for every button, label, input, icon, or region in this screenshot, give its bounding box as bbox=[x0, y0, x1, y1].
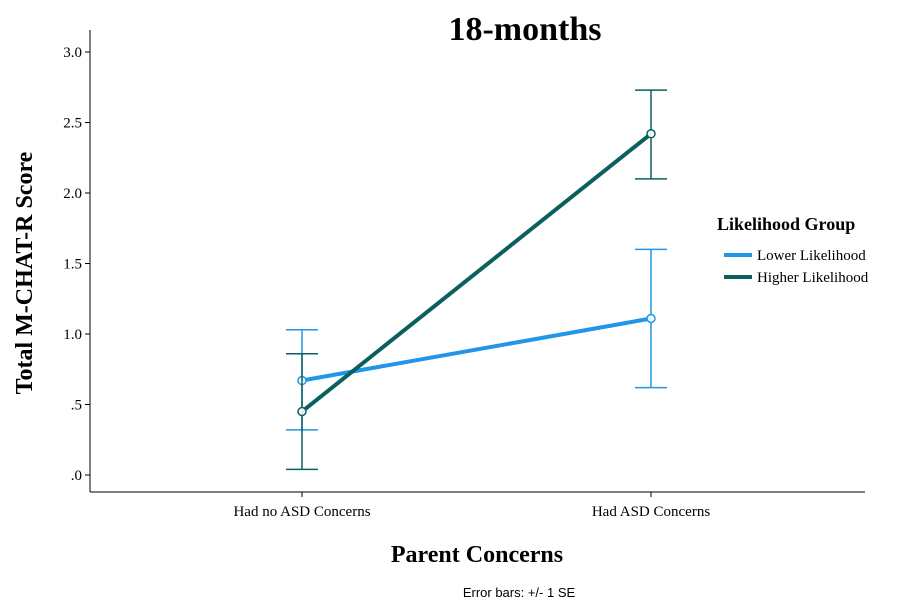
legend-label: Lower Likelihood bbox=[757, 248, 866, 264]
y-tick-label: .5 bbox=[71, 398, 82, 414]
series-group bbox=[286, 89, 667, 471]
y-tick-label: 3.0 bbox=[63, 45, 82, 61]
data-point bbox=[297, 406, 307, 417]
series-higher-likelihood bbox=[286, 89, 667, 471]
legend-item: Lower Likelihood bbox=[724, 248, 866, 264]
legend-item: Higher Likelihood bbox=[724, 270, 869, 286]
y-tick-label: 1.5 bbox=[63, 257, 82, 273]
y-tick-label: 2.5 bbox=[63, 116, 82, 132]
legend: Likelihood Group Lower Likelihood Higher … bbox=[717, 214, 869, 286]
series-line bbox=[300, 132, 653, 414]
data-point bbox=[646, 129, 656, 139]
x-tick-label: Had no ASD Concerns bbox=[233, 504, 370, 520]
y-axis-ticks: .0 .5 1.0 1.5 2.0 2.5 3.0 bbox=[63, 45, 90, 484]
x-axis-ticks: Had no ASD Concerns Had ASD Concerns bbox=[233, 492, 710, 520]
x-axis-label: Parent Concerns bbox=[391, 542, 563, 568]
y-axis-label: Total M-CHAT-R Score bbox=[12, 151, 38, 394]
legend-label: Higher Likelihood bbox=[757, 270, 869, 286]
series-lower-likelihood bbox=[286, 248, 667, 431]
chart-title: 18-months bbox=[448, 11, 601, 48]
error-bars-note: Error bars: +/- 1 SE bbox=[463, 585, 576, 600]
data-point bbox=[646, 313, 656, 324]
y-tick-label: 2.0 bbox=[63, 186, 82, 202]
series-line bbox=[301, 316, 652, 383]
y-tick-label: .0 bbox=[71, 468, 82, 484]
x-tick-label: Had ASD Concerns bbox=[592, 504, 710, 520]
axes bbox=[89, 30, 865, 493]
legend-title: Likelihood Group bbox=[717, 214, 855, 234]
y-tick-label: 1.0 bbox=[63, 327, 82, 343]
